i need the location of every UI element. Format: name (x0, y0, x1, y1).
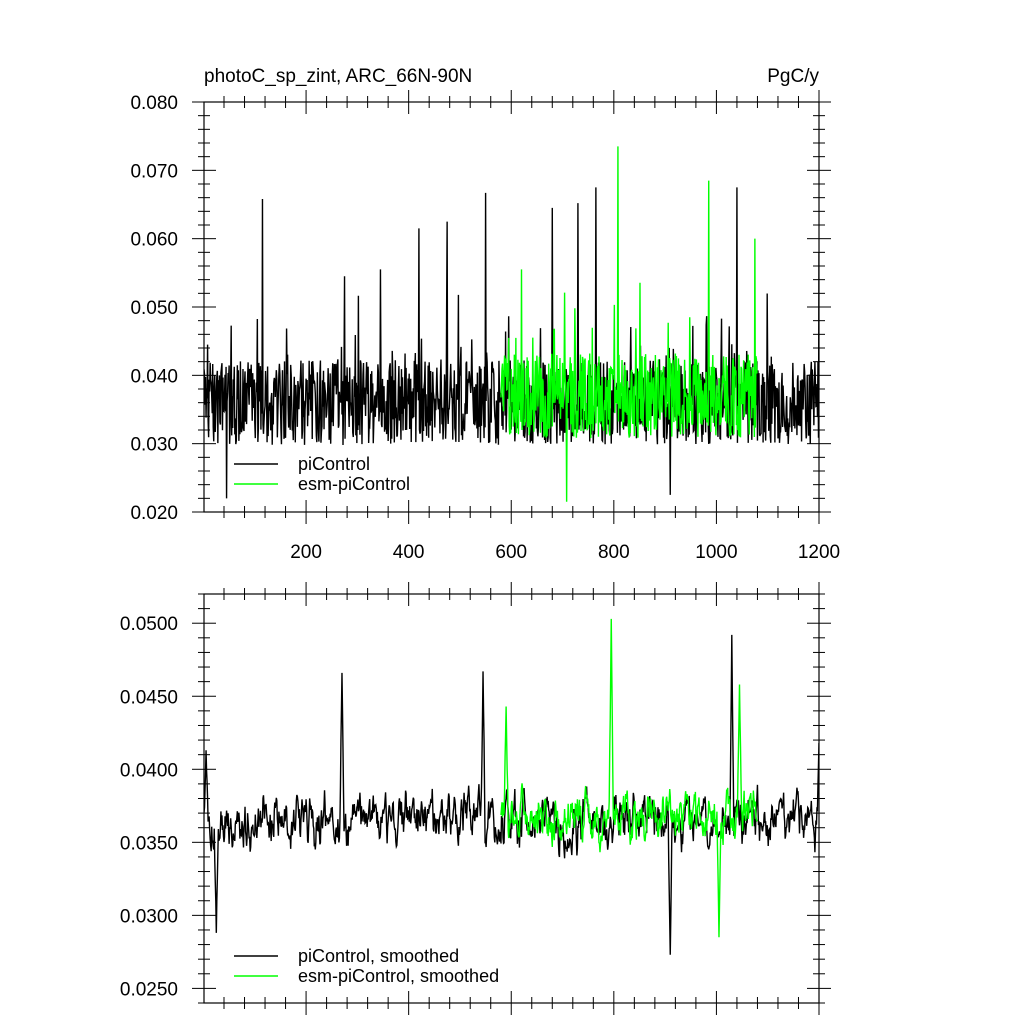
legend-label: esm-piControl (298, 474, 410, 494)
chart-panel-1: 200 400 600 800 1000 1200 0.020 0.030 0.040 0.050… (130, 66, 840, 563)
x-tick-label: 200 (290, 542, 322, 563)
series-line-esm-picontrol (500, 146, 758, 502)
legend-label: piControl, smoothed (298, 946, 459, 966)
x-tick-label: 1000 (695, 542, 737, 563)
y-tick-label: 0.0350 (120, 833, 178, 854)
x-tick-label: 400 (393, 542, 425, 563)
x-tick-label: 1200 (798, 542, 840, 563)
chart-panel-2: 0.0250 0.0300 0.0350 0.0400 0.0450 0.0500 piCo… (120, 582, 831, 1015)
y-tick-label: 0.0300 (120, 906, 178, 927)
y-tick-label: 0.040 (130, 366, 178, 387)
y-tick-label: 0.070 (130, 161, 178, 182)
y-tick-label: 0.080 (130, 93, 178, 114)
y-tick-label: 0.0450 (120, 687, 178, 708)
plot-frame (203, 101, 820, 513)
y-tick-label: 0.030 (130, 435, 178, 456)
series-line-picontrol (204, 187, 819, 499)
x-tick-label: 600 (495, 542, 527, 563)
y-tick-label: 0.0400 (120, 760, 178, 781)
chart-units: PgC/y (767, 66, 819, 87)
y-tick-label: 0.050 (130, 298, 178, 319)
series-line-esm-picontrol-smoothed (500, 618, 758, 938)
x-tick-label: 800 (598, 542, 630, 563)
legend-label: piControl (298, 454, 370, 474)
chart-title: photoC_sp_zint, ARC_66N-90N (204, 66, 472, 87)
y-tick-label: 0.020 (130, 503, 178, 524)
y-tick-label: 0.0250 (120, 979, 178, 1000)
y-tick-label: 0.0500 (120, 614, 178, 635)
legend-label: esm-piControl, smoothed (298, 966, 499, 986)
y-tick-label: 0.060 (130, 230, 178, 251)
